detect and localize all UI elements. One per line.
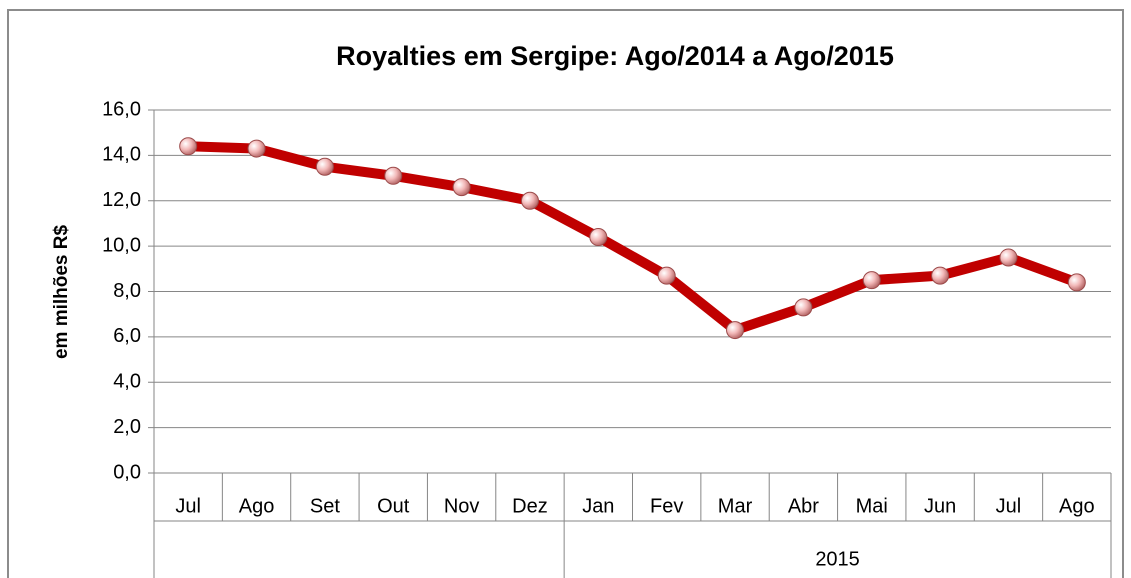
marker (1067, 273, 1086, 292)
y-tick-label: 10,0 (102, 234, 141, 256)
y-tick-label: 14,0 (102, 144, 141, 166)
x-tick-label: Jun (924, 495, 956, 517)
marker (931, 266, 950, 285)
x-tick-label: Mai (856, 495, 888, 517)
marker (999, 248, 1018, 267)
marker (862, 271, 881, 290)
x-tick-label: Dez (512, 495, 548, 517)
chart-title: Royalties em Sergipe: Ago/2014 a Ago/201… (336, 41, 894, 71)
x-tick-label: Fev (650, 495, 683, 517)
y-tick-label: 2,0 (113, 416, 141, 438)
marker (794, 298, 813, 317)
x-tick-label: Mar (718, 495, 753, 517)
line (188, 141, 1079, 336)
x-tick-label: Set (310, 495, 340, 517)
x-tick-label: Abr (788, 495, 819, 517)
y-tick-label: 0,0 (113, 461, 141, 483)
x-tick-label: Jan (582, 495, 614, 517)
marker (384, 166, 403, 185)
marker (589, 228, 608, 247)
marker (315, 157, 334, 176)
marker (247, 139, 266, 158)
marker (726, 321, 745, 340)
marker (657, 266, 676, 285)
x-tick-label: Ago (1059, 495, 1095, 517)
marker (179, 137, 198, 156)
y-tick-label: 4,0 (113, 371, 141, 393)
x-tick-label: Jul (175, 495, 201, 517)
marker (520, 191, 539, 210)
x-tick-label: Ago (239, 495, 275, 517)
x-tick-label: Nov (444, 495, 480, 517)
x-group-label: 2015 (815, 548, 860, 570)
y-tick-label: 8,0 (113, 280, 141, 302)
x-tick-label: Jul (996, 495, 1022, 517)
x-tick-label: Out (377, 495, 410, 517)
y-tick-label: 6,0 (113, 325, 141, 347)
marker (452, 178, 471, 197)
y-axis-label: em milhões R$ (51, 225, 72, 360)
chart-border (7, 9, 1124, 578)
y-tick-label: 12,0 (102, 189, 141, 211)
y-tick-label: 16,0 (102, 98, 141, 120)
